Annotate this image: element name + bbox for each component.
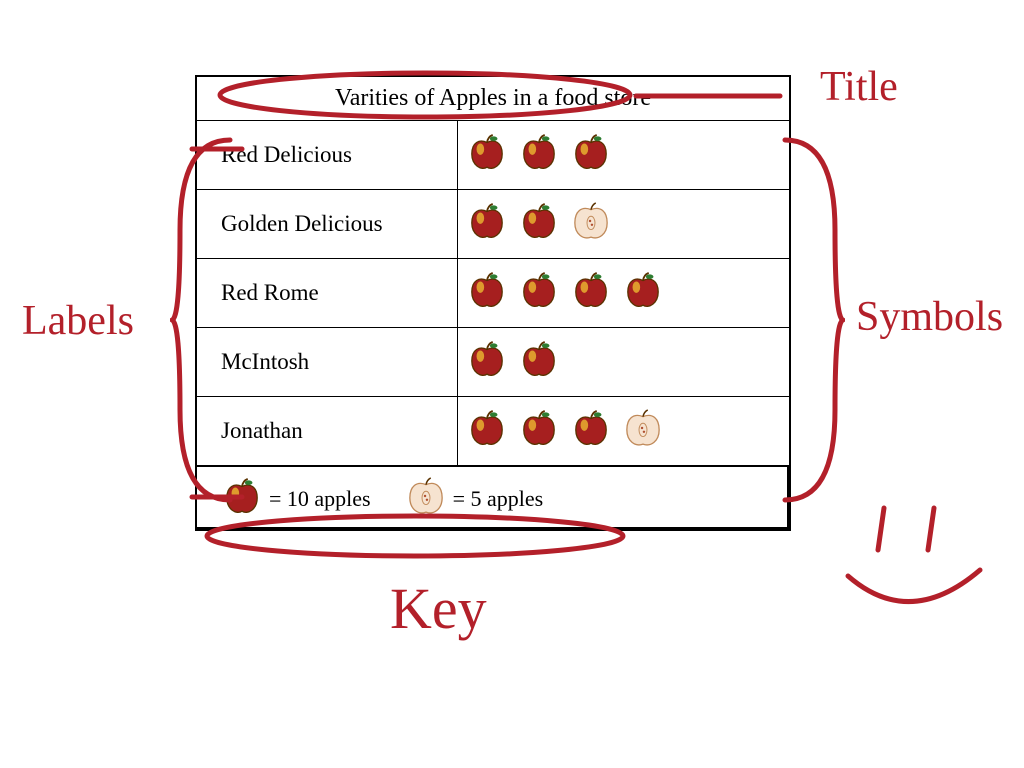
table-row: Red Rome	[196, 259, 790, 328]
apple-icon	[468, 409, 506, 453]
key-full: = 10 apples	[223, 477, 371, 521]
apple-icon	[468, 133, 506, 177]
half-apple-icon	[407, 477, 445, 521]
apple-icon	[520, 409, 558, 453]
key-half-label: = 5 apples	[453, 486, 544, 512]
row-label: Red Rome	[196, 259, 457, 328]
key-annotation: Key	[390, 580, 487, 638]
apple-icon	[468, 271, 506, 315]
table-row: Golden Delicious	[196, 190, 790, 259]
apple-icon	[468, 202, 506, 246]
smiley-annotation	[830, 490, 1000, 630]
apple-icon	[223, 477, 261, 521]
pictograph-chart: Varities of Apples in a food store Red D…	[195, 75, 791, 531]
row-symbols	[457, 259, 790, 328]
title-annotation: Title	[820, 66, 898, 108]
key-half: = 5 apples	[407, 477, 544, 521]
half-apple-icon	[624, 409, 662, 453]
apple-icon	[520, 340, 558, 384]
key-full-label: = 10 apples	[269, 486, 371, 512]
apple-icon	[572, 133, 610, 177]
row-symbols	[457, 397, 790, 467]
apple-icon	[520, 271, 558, 315]
row-label: Red Delicious	[196, 121, 457, 190]
apple-icon	[572, 409, 610, 453]
apple-icon	[572, 271, 610, 315]
row-label: Golden Delicious	[196, 190, 457, 259]
apple-icon	[624, 271, 662, 315]
table-row: Jonathan	[196, 397, 790, 467]
table-row: McIntosh	[196, 328, 790, 397]
row-symbols	[457, 121, 790, 190]
apple-icon	[468, 340, 506, 384]
half-apple-icon	[572, 202, 610, 246]
row-label: McIntosh	[196, 328, 457, 397]
labels-annotation: Labels	[22, 300, 134, 342]
chart-key: = 10 apples = 5 apples	[195, 467, 791, 531]
pictograph-table: Varities of Apples in a food store Red D…	[195, 75, 791, 467]
row-label: Jonathan	[196, 397, 457, 467]
row-symbols	[457, 328, 790, 397]
row-symbols	[457, 190, 790, 259]
symbols-annotation: Symbols	[856, 296, 1003, 338]
chart-title: Varities of Apples in a food store	[196, 76, 790, 121]
apple-icon	[520, 202, 558, 246]
table-row: Red Delicious	[196, 121, 790, 190]
apple-icon	[520, 133, 558, 177]
